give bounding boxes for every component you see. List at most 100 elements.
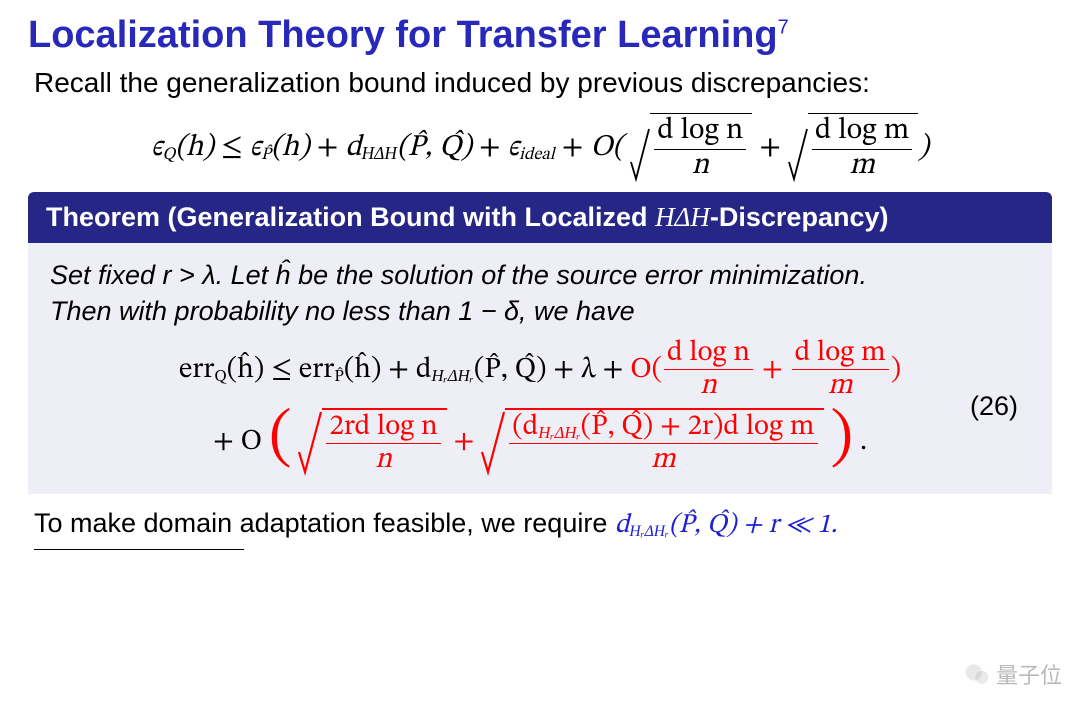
slide-container: Localization Theory for Transfer Learnin… <box>0 0 1080 710</box>
slide-title: Localization Theory for Transfer Learnin… <box>28 14 1052 57</box>
theorem-header: Theorem (Generalization Bound with Local… <box>28 192 1052 243</box>
eq-plus5: + <box>388 355 416 384</box>
eq-fracB: d log m m <box>790 338 891 402</box>
eq-d2: d <box>416 355 432 384</box>
eq-frac2: d log m m <box>810 116 914 182</box>
eq-plus6: + <box>553 355 581 384</box>
eq-red-group1: O( d log n n + d log m m ) <box>630 355 901 384</box>
eq-sqrtA-frac: 2rd log n n <box>324 412 442 476</box>
theorem-body: Set fixed r > λ. Let ĥ be the solution o… <box>28 243 1052 494</box>
theorem-header-math: HΔH <box>655 202 710 232</box>
theorem-eq-line1: errQ(ĥ) ≤ errP̂(ĥ) + dHᵣΔHᵣ(P̂, Q̂) + λ … <box>179 338 901 402</box>
eq-sqrt1: d log n n <box>630 113 752 182</box>
eq-frac2-den: m <box>812 150 912 183</box>
eq-sub-q: Q <box>162 147 175 164</box>
title-text: Localization Theory for Transfer Learnin… <box>28 14 778 56</box>
eq-sqrt2: d log m m <box>788 113 918 182</box>
eq-sqrtB-num-open: (d <box>512 412 538 441</box>
eq-eps: ϵ <box>151 133 162 163</box>
closing-text: To make domain adaptation feasible, we r… <box>34 508 615 538</box>
title-footnote-mark: 7 <box>778 16 789 38</box>
theorem-header-suffix: -Discrepancy) <box>710 202 889 232</box>
eq-arg-h: (h) <box>175 133 214 163</box>
eq-leq: ≤ <box>221 133 250 163</box>
eq-sub-phat: P̂ <box>261 147 271 164</box>
eq-plus9: + <box>454 427 482 456</box>
eq-plus3: + <box>562 133 591 163</box>
eq-plus8: + <box>762 355 790 384</box>
eq-plus7: + <box>602 355 630 384</box>
eq-sqrtB-num-mid: (P̂, Q̂) + 2r)d log m <box>581 412 815 441</box>
eq-O-close: ) <box>891 355 901 384</box>
eq-eps2: ϵ <box>250 133 261 163</box>
eq-plus2: + <box>479 133 508 163</box>
eq-fracA-den: n <box>664 370 753 401</box>
eq-ideal: ideal <box>519 147 555 164</box>
theorem-equation-wrap: errQ(ĥ) ≤ errP̂(ĥ) + dHᵣΔHᵣ(P̂, Q̂) + λ … <box>50 338 1030 476</box>
radical-icon <box>298 408 322 476</box>
theorem-statement-line1: Set fixed r > λ. Let ĥ be the solution o… <box>50 260 867 290</box>
eq-leq2: ≤ <box>271 355 299 384</box>
eq-fracA: d log n n <box>662 338 755 402</box>
eq-hrdhr: HᵣΔHᵣ <box>431 366 473 385</box>
watermark: 量子位 <box>964 658 1062 690</box>
eq-sqrtA-num: 2rd log n <box>329 412 437 441</box>
eq-hhat2: (ĥ) <box>344 355 381 384</box>
eq-fracB-num: d log m <box>795 338 886 367</box>
equation-number: (26) <box>970 391 1018 422</box>
eq-bigo-close: ) <box>918 133 929 163</box>
eq-err: err <box>179 355 215 384</box>
theorem-statement-line2: Then with probability no less than 1 − δ… <box>50 296 635 326</box>
eq-period: . <box>860 427 867 456</box>
eq-frac1-num: d log n <box>657 116 743 146</box>
wechat-icon <box>964 661 990 687</box>
eq-hdh: HΔH <box>362 143 397 163</box>
eq-eps3: ϵ <box>508 133 519 163</box>
radical-icon <box>788 126 808 182</box>
eq-sqrtA-den: n <box>326 444 440 475</box>
eq-plus1: + <box>317 133 346 163</box>
eq-sqrtB-den: m <box>509 444 817 475</box>
radical-icon <box>481 408 505 476</box>
eq-frac2-num: d log m <box>815 116 909 146</box>
closing-args: (P̂, Q̂) <box>669 512 737 539</box>
eq-fracB-den: m <box>792 370 889 401</box>
eq-bigo-open: O( <box>590 133 623 163</box>
closing-math: dHᵣΔHᵣ(P̂, Q̂) + r ≪ 1. <box>615 512 837 539</box>
eq-arg-h2: (h) <box>271 133 310 163</box>
closing-d: d <box>615 512 630 539</box>
theorem-eq-line2: + O ( 2rd log n n <box>179 408 901 476</box>
theorem-equation: errQ(ĥ) ≤ errP̂(ĥ) + dHᵣΔHᵣ(P̂, Q̂) + λ … <box>179 338 901 476</box>
watermark-label: 量子位 <box>996 658 1062 690</box>
eq-lambda: λ <box>581 355 596 384</box>
eq-err-phat: P̂ <box>334 369 344 386</box>
theorem-block: Theorem (Generalization Bound with Local… <box>28 192 1052 494</box>
eq-sqrtB-frac: (dHᵣΔHᵣ(P̂, Q̂) + 2r)d log m m <box>507 412 819 476</box>
recall-equation-content: ϵQ(h) ≤ ϵP̂(h) + dHΔH(P̂, Q̂) + ϵideal +… <box>151 133 929 163</box>
eq-plus4: + <box>759 133 788 163</box>
eq-pq2: (P̂, Q̂) <box>474 355 547 384</box>
closing-sub: HᵣΔHᵣ <box>629 523 669 540</box>
eq-O-open: O( <box>630 355 662 384</box>
theorem-statement: Set fixed r > λ. Let ĥ be the solution o… <box>50 257 1030 330</box>
eq-d: d <box>345 133 361 163</box>
eq-fracA-num: d log n <box>667 338 750 367</box>
eq-err2: err <box>299 355 335 384</box>
closing-remark: To make domain adaptation feasible, we r… <box>28 502 1052 543</box>
eq-frac1: d log n n <box>652 116 748 182</box>
intro-text: Recall the generalization bound induced … <box>34 67 1052 99</box>
eq-red-group2: ( 2rd log n n <box>269 427 860 456</box>
closing-tail: + r ≪ 1. <box>736 512 837 539</box>
eq-sqrtB-hrdhr: HᵣΔHᵣ <box>538 423 580 442</box>
theorem-header-prefix: Theorem (Generalization Bound with Local… <box>46 202 655 232</box>
eq-sqrtB: (dHᵣΔHᵣ(P̂, Q̂) + 2r)d log m m <box>481 408 823 476</box>
eq-pq: (P̂, Q̂) <box>397 133 472 163</box>
eq-err-q: Q <box>214 369 226 386</box>
footnote-rule <box>34 549 244 550</box>
recall-equation: ϵQ(h) ≤ ϵP̂(h) + dHΔH(P̂, Q̂) + ϵideal +… <box>28 113 1052 182</box>
eq-frac1-den: n <box>654 150 746 183</box>
radical-icon <box>630 126 650 182</box>
eq-plus-O: + O <box>213 427 262 456</box>
eq-hhat: (ĥ) <box>227 355 264 384</box>
eq-sqrtA: 2rd log n n <box>298 408 446 476</box>
